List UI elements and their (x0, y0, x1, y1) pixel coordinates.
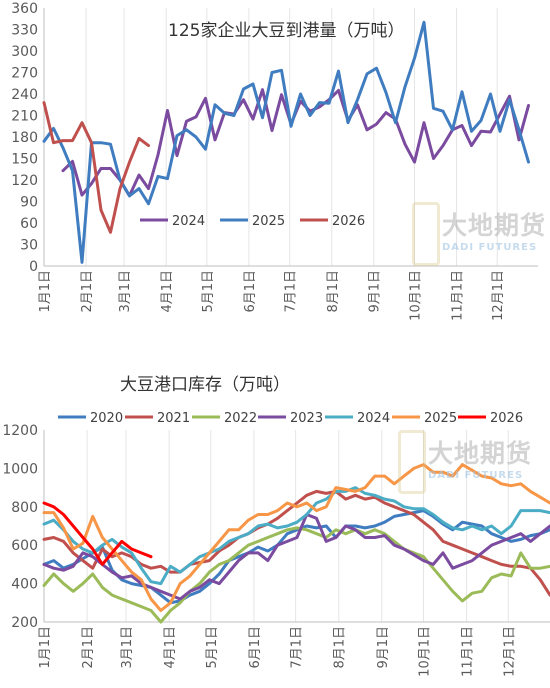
x-tick-label: 10月1日 (418, 626, 433, 677)
inventory-chart-title: 大豆港口库存（万吨） (120, 375, 290, 395)
x-tick-label: 11月1日 (461, 626, 476, 677)
x-tick-label: 8月1日 (326, 270, 341, 313)
arrivals-chart: 0 30 60 90 120 150 180 210 240 270 300 330 360 1月1日 2月… (11, 1, 538, 321)
x-tick-label: 7月1日 (290, 626, 305, 669)
x-tick-label: 2月1日 (81, 626, 96, 669)
legend-label: 2022 (224, 411, 257, 426)
inventory-chart-panel: 200 400 600 800 1000 1200 1月1日 2月1日 3月1日 4月1日 5月1日… (0, 330, 550, 688)
legend-label: 2026 (332, 214, 365, 229)
x-tick-label: 3月1日 (118, 270, 133, 313)
x-tick-label: 12月1日 (491, 270, 506, 321)
legend-label: 2023 (290, 411, 323, 426)
x-tick-label: 10月1日 (409, 270, 424, 321)
series-line-2023 (42, 513, 550, 601)
x-tick-label: 1月1日 (38, 626, 53, 669)
x-tick-label: 4月1日 (160, 270, 175, 313)
legend-label: 2025 (252, 214, 285, 229)
series-line-2024 (42, 486, 550, 586)
series-line-2026 (42, 501, 153, 566)
inventory-chart: 200 400 600 800 1000 1200 1月1日 2月1日 3月1日 4月1日 5月1日… (2, 411, 550, 677)
x-tick-label: 7月1日 (284, 270, 299, 313)
x-tick-label: 11月1日 (451, 270, 466, 321)
y-tick-label: 0 (29, 259, 38, 275)
arrivals-chart-title: 125家企业大豆到港量（万吨） (168, 21, 405, 41)
legend-label: 2024 (357, 411, 390, 426)
y-tick-label: 210 (11, 109, 38, 125)
y-tick-label: 90 (20, 195, 38, 211)
x-tick-label: 12月1日 (502, 626, 517, 677)
series-line-2026 (42, 101, 150, 234)
x-tick-label: 2月1日 (80, 270, 95, 313)
x-tick-label: 8月1日 (333, 626, 348, 669)
x-tick-label: 9月1日 (368, 270, 383, 313)
x-tick-label: 4月1日 (163, 626, 178, 669)
legend-label: 2025 (424, 411, 457, 426)
legend-label: 2024 (172, 214, 205, 229)
y-tick-label: 30 (20, 238, 38, 254)
y-tick-label: 120 (11, 173, 38, 189)
x-tick-label: 6月1日 (248, 626, 263, 669)
y-tick-label: 400 (11, 577, 38, 593)
y-tick-label: 200 (11, 615, 38, 631)
legend-label: 2020 (90, 411, 123, 426)
y-tick-label: 360 (11, 1, 38, 17)
y-tick-label: 180 (11, 130, 38, 146)
y-tick-label: 1200 (2, 423, 38, 439)
series-line-2022 (42, 526, 550, 624)
x-tick-label: 5月1日 (201, 270, 216, 313)
y-tick-label: 330 (11, 23, 38, 39)
y-tick-label: 300 (11, 44, 38, 60)
y-tick-label: 800 (11, 500, 38, 516)
series-line-2025 (42, 20, 530, 264)
y-tick-label: 1000 (2, 461, 38, 477)
y-tick-label: 150 (11, 152, 38, 168)
legend-label: 2026 (490, 411, 523, 426)
x-tick-label: 3月1日 (120, 626, 135, 669)
x-tick-label: 5月1日 (205, 626, 220, 669)
y-tick-label: 270 (11, 66, 38, 82)
x-tick-label: 1月1日 (38, 270, 53, 313)
series-line-2020 (42, 509, 550, 605)
arrivals-chart-panel: 0 30 60 90 120 150 180 210 240 270 300 330 360 1月1日 2月… (0, 0, 550, 330)
x-tick-label: 6月1日 (243, 270, 258, 313)
y-tick-label: 600 (11, 538, 38, 554)
legend-label: 2021 (157, 411, 190, 426)
y-tick-label: 240 (11, 87, 38, 103)
series-line-2021 (42, 489, 550, 597)
y-tick-label: 60 (20, 216, 38, 232)
x-tick-label: 9月1日 (376, 626, 391, 669)
series-line-2025 (42, 463, 550, 612)
